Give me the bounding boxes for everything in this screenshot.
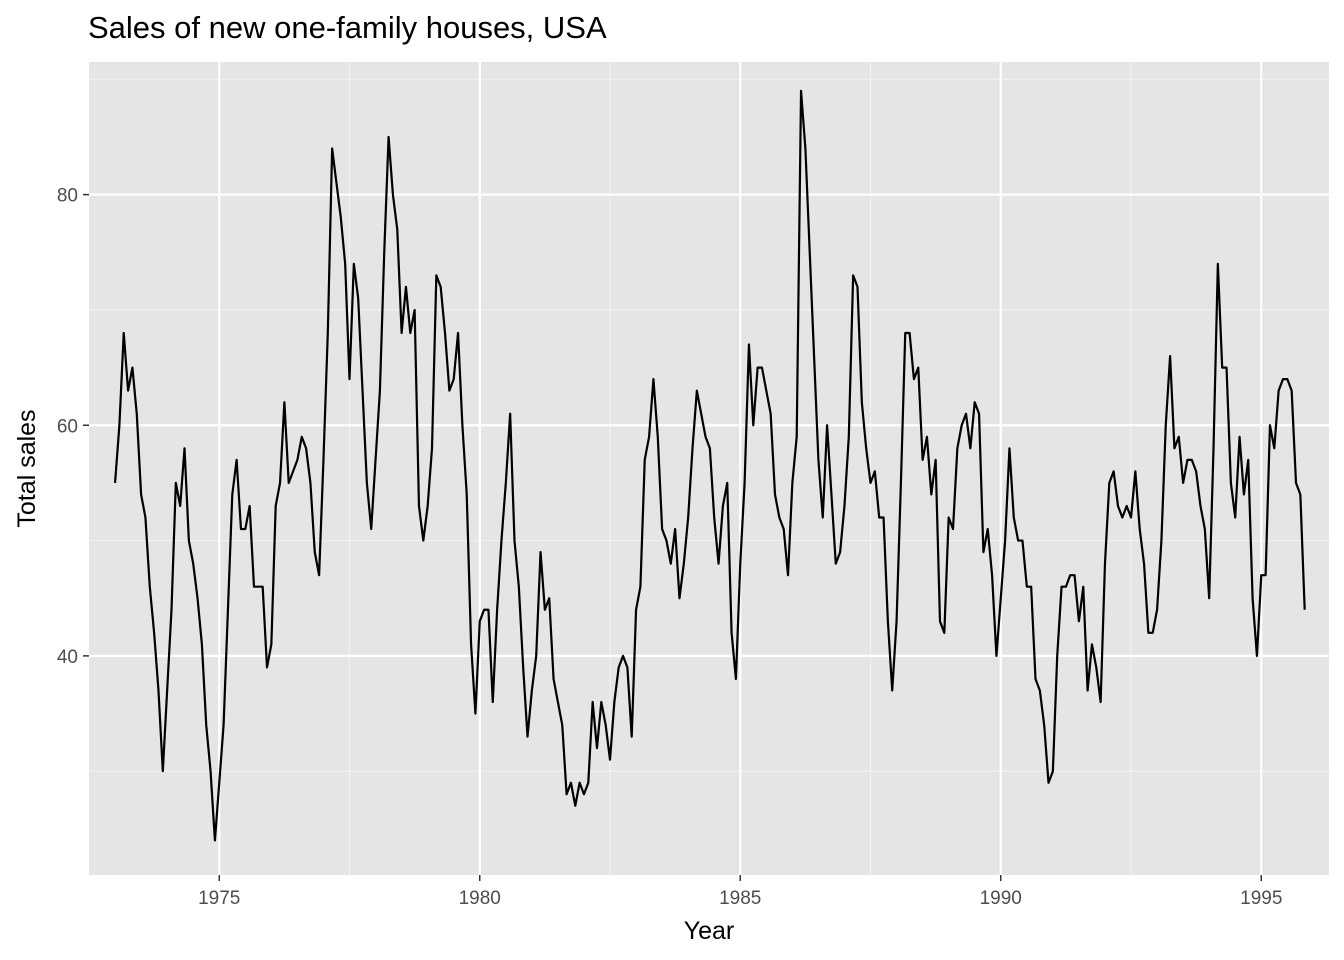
y-tick-label: 80 xyxy=(57,186,78,207)
x-axis-title: Year xyxy=(684,917,735,945)
x-tick-label: 1985 xyxy=(719,888,761,909)
x-tick-label: 1980 xyxy=(459,888,501,909)
minor-gridlines xyxy=(89,62,1329,875)
x-tick-label: 1990 xyxy=(980,888,1022,909)
y-axis-title: Total sales xyxy=(13,409,41,527)
y-axis: 40 60 80 xyxy=(57,186,89,668)
chart-title: Sales of new one-family houses, USA xyxy=(88,10,607,45)
x-axis: 1975 1980 1985 1990 1995 xyxy=(198,875,1282,909)
y-tick-label: 40 xyxy=(57,647,78,668)
y-tick-label: 60 xyxy=(57,416,78,437)
x-tick-label: 1975 xyxy=(198,888,240,909)
plot-panel xyxy=(89,62,1329,875)
sales-series-line xyxy=(113,89,1306,842)
x-tick-label: 1995 xyxy=(1240,888,1282,909)
major-gridlines xyxy=(89,62,1329,875)
